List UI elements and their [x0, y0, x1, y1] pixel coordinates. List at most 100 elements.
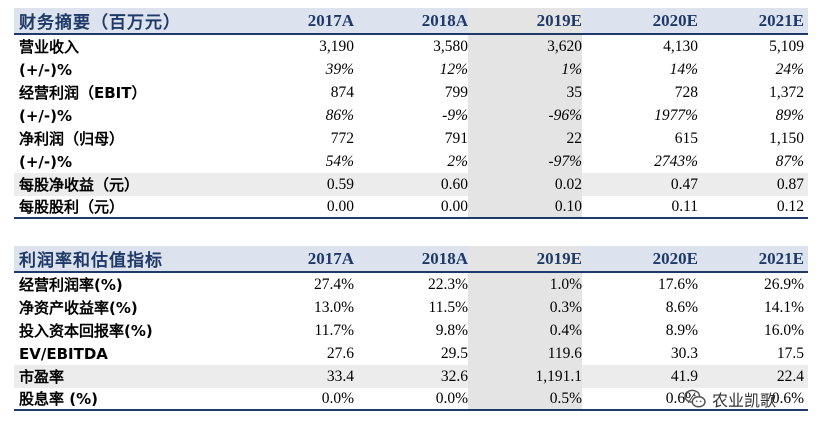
row-label: 投入资本回报率(%)	[19, 322, 153, 340]
cell: 0.6%	[771, 389, 804, 407]
row-label: (+/-)%	[19, 60, 73, 79]
cell: 22	[468, 127, 582, 150]
cell: 0.02	[468, 173, 582, 196]
cell: 1977%	[654, 106, 698, 124]
cell: 1,191.1	[468, 365, 582, 388]
cell: 0.10	[468, 196, 582, 217]
row-label: 每股净收益（元）	[19, 176, 140, 194]
cell: 3,620	[468, 35, 582, 58]
valuation-metrics-table: 利润率和估值指标 2017A 2018A 2019E 2020E 2021E 经…	[14, 246, 808, 411]
cell: 874	[330, 83, 354, 101]
cell: 0.59	[326, 175, 354, 193]
cell: 0.4%	[468, 319, 582, 342]
table-row: 经营利润率(%) 27.4% 22.3% 1.0% 17.6% 26.9%	[14, 273, 808, 296]
cell: 33.4	[326, 367, 354, 385]
cell: 0.0%	[435, 389, 468, 407]
year-header: 2019E	[468, 8, 582, 33]
row-label: 每股股利（元）	[19, 198, 125, 216]
row-label: (+/-)%	[19, 106, 73, 125]
table-row: 每股股利（元） 0.00 0.00 0.10 0.11 0.12	[14, 196, 808, 219]
cell: -96%	[468, 104, 582, 127]
table-header: 利润率和估值指标 2017A 2018A 2019E 2020E 2021E	[14, 246, 808, 273]
table-row: 经营利润（EBIT） 874 799 35 728 1,372	[14, 81, 808, 104]
cell: 54%	[325, 152, 354, 170]
cell: 0.11	[671, 197, 698, 215]
cell: 5,109	[769, 37, 804, 55]
cell: 799	[444, 83, 468, 101]
cell: 0.12	[776, 197, 804, 215]
cell: 11.7%	[314, 321, 354, 339]
year-header: 2021E	[758, 10, 804, 30]
cell: 27.6	[326, 344, 354, 362]
row-label: 净资产收益率(%)	[19, 299, 138, 317]
cell: 16.0%	[763, 321, 804, 339]
cell: 9.8%	[435, 321, 468, 339]
year-header: 2018A	[421, 248, 468, 268]
table-title: 利润率和估值指标	[19, 251, 163, 271]
table-row: EV/EBITDA 27.6 29.5 119.6 30.3 17.5	[14, 342, 808, 365]
cell: 615	[674, 129, 698, 147]
cell: 1,150	[769, 129, 804, 147]
cell: 12%	[439, 60, 468, 78]
cell: 0.3%	[468, 296, 582, 319]
watermark: 农业凯歌	[684, 387, 776, 411]
cell: 1.0%	[468, 273, 582, 296]
cell: 24%	[775, 60, 804, 78]
cell: 39%	[325, 60, 354, 78]
table-row: 投入资本回报率(%) 11.7% 9.8% 0.4% 8.9% 16.0%	[14, 319, 808, 342]
cell: 8.6%	[665, 298, 698, 316]
cell: 772	[330, 129, 354, 147]
cell: 87%	[775, 152, 804, 170]
cell: 27.4%	[313, 275, 354, 293]
cell: 3,580	[433, 37, 468, 55]
table-row: (+/-)% 39% 12% 1% 14% 24%	[14, 58, 808, 81]
cell: 119.6	[468, 342, 582, 365]
year-header: 2020E	[652, 248, 698, 268]
cell: 86%	[325, 106, 354, 124]
cell: 0.0%	[321, 389, 354, 407]
cell: -9%	[442, 106, 468, 124]
cell: 32.6	[440, 367, 468, 385]
cell: 0.00	[440, 197, 468, 215]
cell: 17.6%	[657, 275, 698, 293]
cell: 0.60	[440, 175, 468, 193]
cell: 30.3	[670, 344, 698, 362]
table-title: 财务摘要（百万元）	[19, 13, 181, 33]
cell: 0.47	[670, 175, 698, 193]
cell: -97%	[468, 150, 582, 173]
table-row: 营业收入 3,190 3,580 3,620 4,130 5,109	[14, 35, 808, 58]
year-header: 2019E	[468, 246, 582, 271]
wechat-icon	[684, 389, 706, 408]
year-header: 2017A	[307, 248, 354, 268]
table-row: (+/-)% 54% 2% -97% 2743% 87%	[14, 150, 808, 173]
cell: 0.5%	[468, 388, 582, 409]
table-row: (+/-)% 86% -9% -96% 1977% 89%	[14, 104, 808, 127]
cell: 1,372	[769, 83, 804, 101]
cell: 2743%	[654, 152, 698, 170]
cell: 35	[468, 81, 582, 104]
year-header: 2017A	[307, 10, 354, 30]
cell: 14.1%	[763, 298, 804, 316]
row-label: 股息率 (%)	[19, 390, 98, 408]
cell: 0.87	[776, 175, 804, 193]
cell: 22.3%	[427, 275, 468, 293]
watermark-text: 农业凯歌	[712, 391, 777, 410]
financial-summary-table: 财务摘要（百万元） 2017A 2018A 2019E 2020E 2021E …	[14, 8, 808, 219]
row-label: EV/EBITDA	[19, 344, 108, 363]
cell: 41.9	[670, 367, 698, 385]
cell: 8.9%	[665, 321, 698, 339]
table-row: 净资产收益率(%) 13.0% 11.5% 0.3% 8.6% 14.1%	[14, 296, 808, 319]
cell: 26.9%	[763, 275, 804, 293]
cell: 29.5	[440, 344, 468, 362]
cell: 791	[444, 129, 468, 147]
table-row: 股息率 (%) 0.0% 0.0% 0.5% 0.6% 0.6%	[14, 388, 808, 411]
cell: 0.00	[326, 197, 354, 215]
cell: 4,130	[663, 37, 698, 55]
cell: 11.5%	[428, 298, 468, 316]
row-label: 经营利润（EBIT）	[19, 84, 147, 102]
row-label: 市盈率	[19, 368, 65, 386]
row-label: 经营利润率(%)	[19, 276, 123, 294]
cell: 13.0%	[313, 298, 354, 316]
year-header: 2020E	[652, 10, 698, 30]
table-header: 财务摘要（百万元） 2017A 2018A 2019E 2020E 2021E	[14, 8, 808, 35]
